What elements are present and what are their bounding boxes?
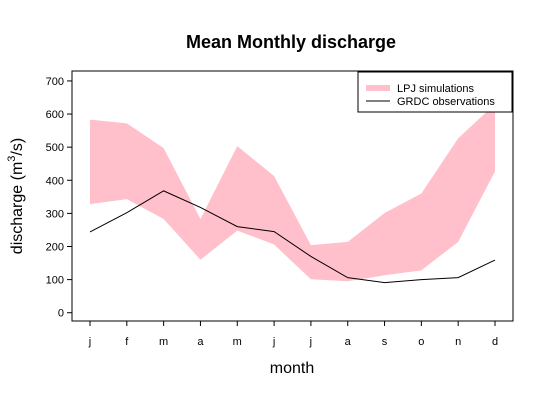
y-axis-label-main: discharge (m [9, 162, 26, 254]
x-tick-label: f [125, 336, 129, 348]
x-tick-label: d [492, 336, 498, 348]
y-tick-label: 700 [46, 76, 64, 88]
x-tick-label: m [233, 336, 242, 348]
y-tick-label: 300 [46, 208, 64, 220]
x-tick-label: a [345, 336, 352, 348]
legend-band-label: LPJ simulations [397, 83, 475, 95]
plot-area [89, 104, 496, 284]
y-axis-label-superscript: 3 [6, 156, 18, 162]
x-tick-label: a [197, 336, 204, 348]
y-tick-label: 400 [46, 175, 64, 187]
y-tick-label: 100 [46, 275, 64, 287]
x-tick-label: j [88, 336, 91, 348]
y-axis-label: discharge (m3/s) [6, 138, 26, 254]
legend-box [357, 71, 513, 113]
x-axis-label: month [270, 360, 314, 377]
x-tick-label: j [272, 336, 275, 348]
x-tick-label: m [159, 336, 168, 348]
x-tick-label: j [309, 336, 312, 348]
chart-title: Mean Monthly discharge [186, 32, 396, 52]
y-tick-label: 600 [46, 109, 64, 121]
y-tick-label: 500 [46, 142, 64, 154]
legend-line-label: GRDC observations [397, 96, 495, 108]
y-tick-label: 200 [46, 241, 64, 253]
y-axis: 0 100 200 300 400 500 600 700 [46, 76, 73, 320]
x-tick-label: n [455, 336, 461, 348]
x-tick-label: o [418, 336, 424, 348]
y-tick-label: 0 [58, 308, 64, 320]
x-tick-label: s [382, 336, 388, 348]
series-line-0 [89, 190, 496, 284]
y-axis-label-tail: /s) [9, 138, 26, 156]
legend: LPJ simulations GRDC observations [357, 71, 513, 113]
band-lpj-simulations [90, 104, 495, 282]
